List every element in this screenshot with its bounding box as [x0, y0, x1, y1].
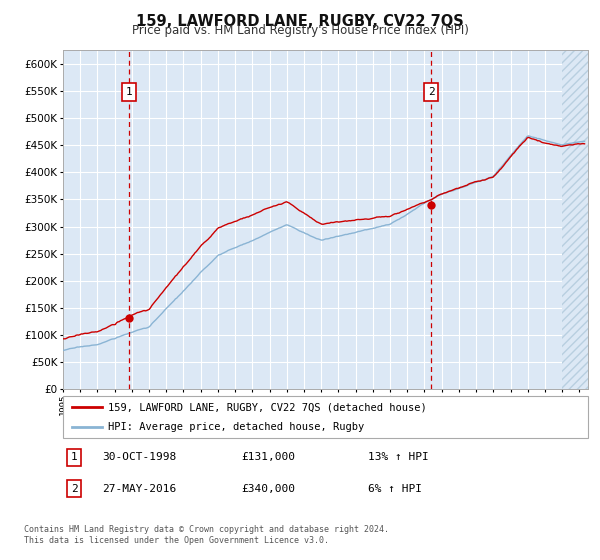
- Text: 2: 2: [428, 87, 434, 97]
- Text: 159, LAWFORD LANE, RUGBY, CV22 7QS: 159, LAWFORD LANE, RUGBY, CV22 7QS: [136, 14, 464, 29]
- Text: Contains HM Land Registry data © Crown copyright and database right 2024.
This d: Contains HM Land Registry data © Crown c…: [24, 525, 389, 545]
- Text: 6% ↑ HPI: 6% ↑ HPI: [367, 484, 421, 493]
- Text: £131,000: £131,000: [241, 452, 296, 462]
- Text: 2: 2: [71, 484, 77, 493]
- Text: 1: 1: [125, 87, 133, 97]
- Text: 30-OCT-1998: 30-OCT-1998: [103, 452, 176, 462]
- Text: 13% ↑ HPI: 13% ↑ HPI: [367, 452, 428, 462]
- Text: 159, LAWFORD LANE, RUGBY, CV22 7QS (detached house): 159, LAWFORD LANE, RUGBY, CV22 7QS (deta…: [107, 402, 427, 412]
- Polygon shape: [562, 50, 588, 389]
- FancyBboxPatch shape: [63, 396, 588, 438]
- Text: HPI: Average price, detached house, Rugby: HPI: Average price, detached house, Rugb…: [107, 422, 364, 432]
- Text: £340,000: £340,000: [241, 484, 296, 493]
- Text: Price paid vs. HM Land Registry's House Price Index (HPI): Price paid vs. HM Land Registry's House …: [131, 24, 469, 37]
- Text: 27-MAY-2016: 27-MAY-2016: [103, 484, 176, 493]
- Text: 1: 1: [71, 452, 77, 462]
